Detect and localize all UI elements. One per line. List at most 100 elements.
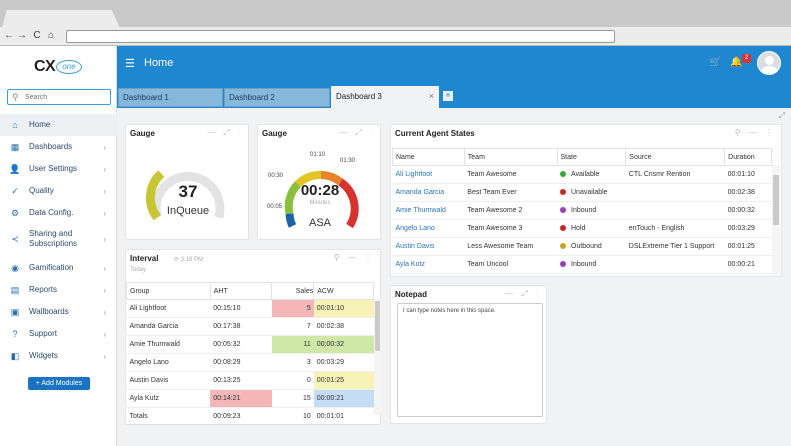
search-box[interactable]: ⚲ [7, 89, 111, 105]
widget-subtitle: Today [130, 267, 147, 273]
table-row[interactable]: Ali Lightfoot Team Awesome Available CTL Cn… [392, 165, 772, 184]
search-icon: ⚲ [12, 92, 19, 102]
scrollbar[interactable] [772, 165, 780, 275]
sidebar-item-quality[interactable]: ✓ Quality › [0, 180, 117, 202]
cell-sales: 0 [271, 371, 314, 390]
totals-row[interactable]: Totals 00:09:23 10 00:01:01 [126, 407, 374, 426]
sidebar-item-label: Sharing and Subscriptions [29, 229, 78, 248]
sidebar-item-gamification[interactable]: ◉ Gamification › [0, 257, 117, 279]
sidebar-item-wallboards[interactable]: ▣ Wallboards › [0, 301, 117, 323]
agent-name-link[interactable]: Austin Davis [392, 237, 465, 256]
column-header[interactable]: Sales [271, 282, 315, 300]
state-dot-icon [560, 189, 566, 195]
gauge-value: 37 [178, 182, 198, 201]
sidebar-item-home[interactable]: ⌂ Home [0, 114, 117, 136]
address-bar[interactable] [66, 30, 615, 43]
scrollbar[interactable] [374, 299, 381, 415]
browser-tab[interactable] [2, 10, 120, 28]
chevron-right-icon: › [103, 208, 106, 218]
table-row[interactable]: Angelo Lano 00:08:29 3 00:03:29 [126, 353, 374, 372]
cell-aht: 00:14:21 [210, 389, 272, 408]
cell-acw: 00:01:10 [313, 299, 374, 318]
table-row[interactable]: Ayla Kutz Team Uncool Inbound 00:00:21 [392, 255, 772, 274]
agent-name-link[interactable]: Angelo Lano [392, 219, 465, 238]
sidebar-item-dashboards[interactable]: ▦ Dashboards › [0, 136, 117, 158]
column-header[interactable]: State [556, 148, 627, 166]
column-header[interactable]: Duration [724, 148, 772, 166]
expand-icon[interactable]: ⤢ [778, 111, 785, 120]
cell-state: Inbound [557, 255, 626, 274]
tab-dashboard-3[interactable]: Dashboard 3 × [331, 86, 439, 108]
avatar[interactable] [757, 51, 781, 75]
interval-table: Group AHT Sales ACW Ali Lightfoot 00:15:10 5 0… [126, 282, 374, 426]
column-header[interactable]: AHT [209, 282, 273, 300]
cell-team: Best Team Ever [464, 183, 557, 202]
agent-name-link[interactable]: Amie Thurnwald [392, 201, 465, 220]
table-row[interactable]: Angelo Lano Team Awesome 3 Hold enTouch - E… [392, 219, 772, 238]
table-row[interactable]: Ali Lightfoot 00:15:10 5 00:01:10 [126, 299, 374, 318]
close-icon[interactable]: × [428, 91, 434, 101]
widget-controls[interactable]: ⚲ — ⋮ [734, 128, 776, 137]
cell-aht: 00:15:10 [210, 299, 272, 318]
forward-icon[interactable]: → [17, 30, 27, 41]
app-header: ☰ Home 🛒 🔔 2 [117, 46, 791, 82]
menu-icon[interactable]: ☰ [125, 58, 135, 70]
column-header[interactable]: Team [463, 148, 558, 166]
sidebar-item-data-config[interactable]: ⚙ Data Config. › [0, 202, 117, 224]
add-modules-button[interactable]: + Add Modules [28, 377, 90, 390]
cart-icon[interactable]: 🛒 [709, 57, 722, 68]
column-header[interactable]: Source [625, 148, 726, 166]
table-row[interactable]: Amanda Garcia 00:17:38 7 00:02:38 [126, 317, 374, 336]
table-row[interactable]: Austin Davis 00:13:25 0 00:01:25 [126, 371, 374, 390]
sidebar-item-support[interactable]: ? Support › [0, 323, 117, 345]
notepad-textarea[interactable]: I can type notes here in this space. [397, 303, 543, 417]
widget-controls[interactable]: — ⤢ ⋮ [339, 128, 375, 137]
cell-acw: 00:00:21 [313, 389, 374, 408]
sidebar-item-sharing-and-subscriptions[interactable]: ≺ Sharing and Subscriptions › [0, 224, 117, 254]
cell-sales: 3 [271, 353, 314, 372]
state-label: Inbound [571, 207, 597, 214]
state-label: Unavailable [571, 189, 608, 196]
search-input[interactable] [25, 91, 109, 103]
refresh-time[interactable]: ⟳ 3:18 PM [174, 257, 204, 263]
table-row[interactable]: Austin Davis Less Awesome Team Outbound DSL… [392, 237, 772, 256]
cxone-logo[interactable]: CX one [34, 58, 84, 76]
cell-duration: 00:02:38 [724, 183, 772, 202]
cell-source: DSLExtreme Tier 1 Support [625, 237, 725, 256]
cell-duration: 00:03:29 [724, 219, 772, 238]
table-row[interactable]: Amie Thurnwald Team Awesome 2 Inbound 00:00… [392, 201, 772, 220]
column-header[interactable]: ACW [313, 282, 374, 300]
sidebar-item-reports[interactable]: ▤ Reports › [0, 279, 117, 301]
sidebar-item-label: Wallboards [29, 307, 69, 316]
gauge-tick: 00:30 [268, 173, 284, 179]
sidebar-item-widgets[interactable]: ◧ Widgets › [0, 345, 117, 367]
widget-controls[interactable]: — ⤢ ⋮ [207, 128, 243, 137]
sidebar-item-label: Quality [29, 186, 54, 195]
cell-group: Ayla Kutz [126, 389, 211, 408]
add-tab-button[interactable]: + [443, 91, 453, 101]
home-browser-icon[interactable]: ⌂ [47, 30, 55, 41]
column-header[interactable]: Name [392, 148, 465, 166]
bell-icon[interactable]: 🔔 [730, 57, 743, 68]
tab-label: Dashboard 1 [123, 93, 169, 102]
agent-name-link[interactable]: Amanda Garcia [392, 183, 465, 202]
agent-name-link[interactable]: Ali Lightfoot [392, 165, 465, 184]
state-label: Hold [571, 225, 586, 232]
agent-name-link[interactable]: Ayla Kutz [392, 255, 465, 274]
column-header[interactable]: Group [126, 282, 211, 300]
cell-state: Inbound [557, 201, 626, 220]
back-icon[interactable]: ← [4, 30, 14, 41]
sidebar-item-user-settings[interactable]: 👤 User Settings › [0, 158, 117, 180]
reload-icon[interactable]: C [33, 30, 41, 41]
gauge-widget-asa: Gauge — ⤢ ⋮ 01:10 01:30 00:30 00:05 00:2… [257, 124, 381, 240]
table-row[interactable]: Amanda Garcia Best Team Ever Unavailable 00… [392, 183, 772, 202]
widget-controls[interactable]: ⚲ — ⋮ [333, 253, 375, 262]
tab-dashboard-2[interactable]: Dashboard 2 [224, 88, 330, 107]
tab-dashboard-1[interactable]: Dashboard 1 [118, 88, 223, 107]
agent-states-widget: Current Agent States ⚲ — ⋮ Name Team State… [390, 124, 782, 277]
cell-group: Angelo Lano [126, 353, 211, 372]
table-row[interactable]: Ayla Kutz 00:14:21 15 00:00:21 [126, 389, 374, 408]
widget-controls[interactable]: — ⤢ ⋮ [505, 289, 541, 298]
table-row[interactable]: Amie Thurnwald 00:05:32 11 00:00:32 [126, 335, 374, 354]
cell-aht: 00:05:32 [210, 335, 272, 354]
